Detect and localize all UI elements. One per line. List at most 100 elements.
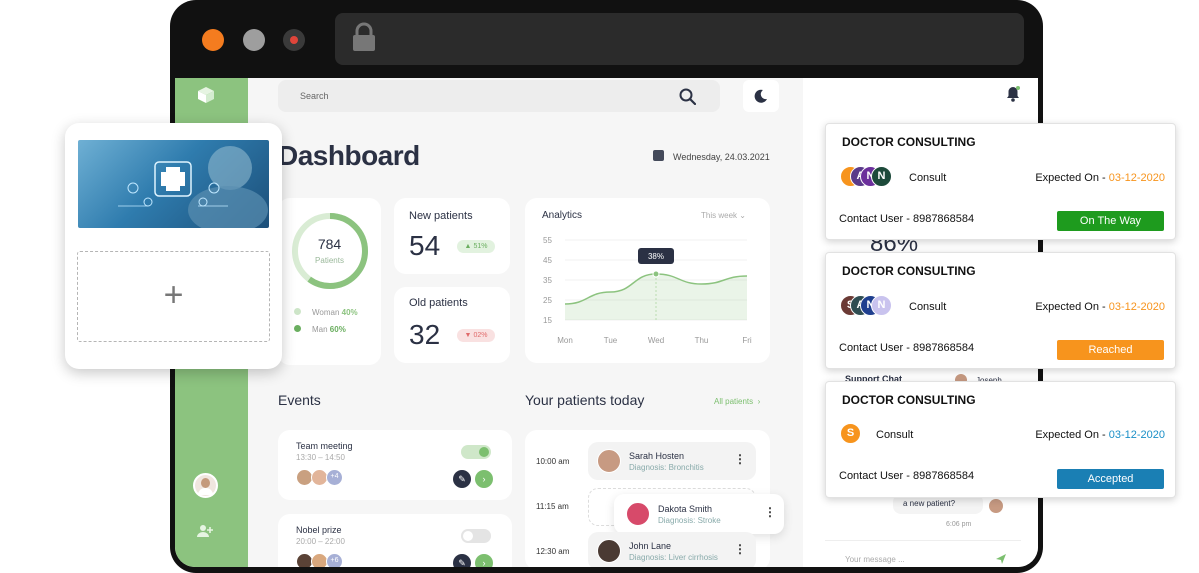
consult-label: Consult: [909, 172, 947, 184]
patient-diagnosis: Diagnosis: Liver cirrhosis: [629, 553, 718, 562]
consult-card[interactable]: DOCTOR CONSULTING S Consult Expected On …: [825, 381, 1176, 498]
add-user-icon[interactable]: [197, 524, 214, 538]
contact-user: Contact User - 8987868584: [839, 213, 975, 225]
chart-title: Analytics: [542, 210, 583, 221]
x-tick-label: Fri: [742, 336, 752, 345]
x-tick-label: Thu: [695, 336, 709, 345]
cube-logo-icon[interactable]: [197, 86, 215, 104]
avatar: S: [840, 423, 861, 444]
chat-contact-name: Joseph: [976, 376, 1002, 385]
all-patients-link[interactable]: All patients ›: [714, 397, 761, 406]
patient-diagnosis: Diagnosis: Bronchitis: [629, 463, 704, 472]
main-content: Search Dashboard Wednesday, 24.03.2021: [248, 78, 803, 567]
patients-total-card: 784 Patients Woman 40% Man 60%: [278, 198, 381, 365]
expected-date: Expected On - 03-12-2020: [1035, 172, 1165, 184]
more-options-icon[interactable]: ⋮: [734, 542, 746, 556]
status-badge[interactable]: Accepted: [1057, 469, 1164, 489]
patient-row[interactable]: Sarah Hosten Diagnosis: Bronchitis ⋮: [588, 442, 756, 480]
expected-date: Expected On - 03-12-2020: [1035, 301, 1165, 313]
legend-woman: Woman 40%: [312, 308, 358, 317]
patient-row[interactable]: Dakota Smith Diagnosis: Stroke ⋮: [614, 494, 784, 534]
chevron-down-icon: ⌄: [739, 211, 746, 220]
support-chat-title: Support Chat: [845, 374, 902, 384]
lock-icon: [353, 22, 375, 51]
search-input[interactable]: Search: [300, 91, 329, 101]
status-badge[interactable]: On The Way: [1057, 211, 1164, 231]
data-point: [652, 270, 660, 278]
series-area: [565, 274, 747, 320]
legend-dot-man: [294, 325, 301, 332]
event-toggle[interactable]: [461, 445, 491, 459]
consult-card[interactable]: DOCTOR CONSULTING A N N Consult Expected…: [825, 123, 1176, 240]
current-date: Wednesday, 24.03.2021: [673, 152, 770, 162]
calendar-icon: [653, 150, 664, 161]
more-options-icon[interactable]: ⋮: [734, 452, 746, 466]
analytics-card: Analytics This week ⌄ 55 45 35 25 15 Mon Tue We…: [525, 198, 770, 363]
close-dot[interactable]: [202, 29, 224, 51]
new-patients-change-badge: ▲ 51%: [457, 240, 495, 253]
contact-user: Contact User - 8987868584: [839, 470, 975, 482]
minimize-dot[interactable]: [243, 29, 265, 51]
patients-total-value: 784: [317, 236, 342, 252]
old-patients-value: 32: [409, 319, 441, 350]
status-badge[interactable]: Reached: [1057, 340, 1164, 360]
avatar[interactable]: [193, 473, 218, 498]
search-bar[interactable]: Search: [278, 80, 720, 112]
old-patients-change-badge: ▼ 02%: [457, 329, 495, 342]
y-tick-label: 25: [543, 296, 552, 305]
avatar: [626, 502, 650, 526]
tooltip-label: 38%: [648, 252, 664, 261]
patient-time: 11:15 am: [536, 502, 569, 511]
patient-name: Dakota Smith: [658, 504, 713, 514]
y-tick-label: 35: [543, 276, 552, 285]
patients-today-card: 10:00 am 11:15 am 12:30 am Sarah Hosten …: [525, 430, 784, 567]
patient-row[interactable]: John Lane Diagnosis: Liver cirrhosis ⋮: [588, 532, 756, 567]
analytics-chart: 55 45 35 25 15 Mon Tue Wed Thu Fri 38%: [543, 236, 752, 345]
range-select[interactable]: This week ⌄: [701, 211, 746, 220]
consult-card[interactable]: DOCTOR CONSULTING S A N N Consult Expect…: [825, 252, 1176, 369]
old-patients-label: Old patients: [409, 297, 468, 309]
more-options-icon[interactable]: ⋮: [764, 505, 776, 519]
maximize-dot[interactable]: [283, 29, 305, 51]
tooltip-box: [638, 248, 674, 264]
send-icon[interactable]: [995, 553, 1007, 565]
patients-today-title: Your patients today: [525, 392, 645, 408]
upload-dropzone[interactable]: +: [77, 251, 270, 342]
event-name: Nobel prize: [296, 525, 342, 535]
consult-card-title: DOCTOR CONSULTING: [842, 264, 976, 278]
edit-icon[interactable]: ✎: [453, 470, 471, 488]
legend-dot-woman: [294, 308, 301, 315]
patient-time: 10:00 am: [536, 457, 570, 466]
dark-mode-button[interactable]: [743, 80, 779, 112]
y-tick-label: 45: [543, 256, 552, 265]
avatar: N: [871, 166, 892, 187]
expected-date: Expected On - 03-12-2020: [1035, 429, 1165, 441]
consult-label: Consult: [876, 429, 914, 441]
patients-donut: [292, 213, 368, 289]
consult-label: Consult: [909, 301, 947, 313]
bell-icon[interactable]: [1006, 86, 1020, 102]
patient-time: 12:30 am: [536, 547, 570, 556]
image-upload-card: +: [65, 123, 282, 369]
event-time: 13:30 – 14:50: [296, 453, 345, 462]
avatar: [989, 499, 1003, 513]
arrow-up-icon: ▲: [464, 243, 472, 250]
event-toggle[interactable]: [461, 529, 491, 543]
y-tick-label: 55: [543, 236, 552, 245]
address-bar[interactable]: [335, 13, 1024, 65]
chevron-right-icon[interactable]: ›: [475, 554, 493, 567]
event-card[interactable]: Team meeting 13:30 – 14:50 +4 ✎ ›: [278, 430, 512, 500]
chat-input[interactable]: Your message ...: [825, 540, 1021, 566]
new-patients-label: New patients: [409, 210, 473, 222]
more-attendees-badge: +6: [326, 553, 343, 567]
browser-topbar: [170, 0, 1043, 78]
new-patients-value: 54: [409, 230, 441, 261]
chat-bubble: a new patient?: [893, 494, 983, 514]
search-icon[interactable]: [679, 88, 696, 105]
contact-user: Contact User - 8987868584: [839, 342, 975, 354]
more-attendees-badge: +4: [326, 469, 343, 486]
chevron-right-icon[interactable]: ›: [475, 470, 493, 488]
avatar: N: [871, 295, 892, 316]
event-card[interactable]: Nobel prize 20:00 – 22:00 +6 ✎ ›: [278, 514, 512, 567]
edit-icon[interactable]: ✎: [453, 554, 471, 567]
